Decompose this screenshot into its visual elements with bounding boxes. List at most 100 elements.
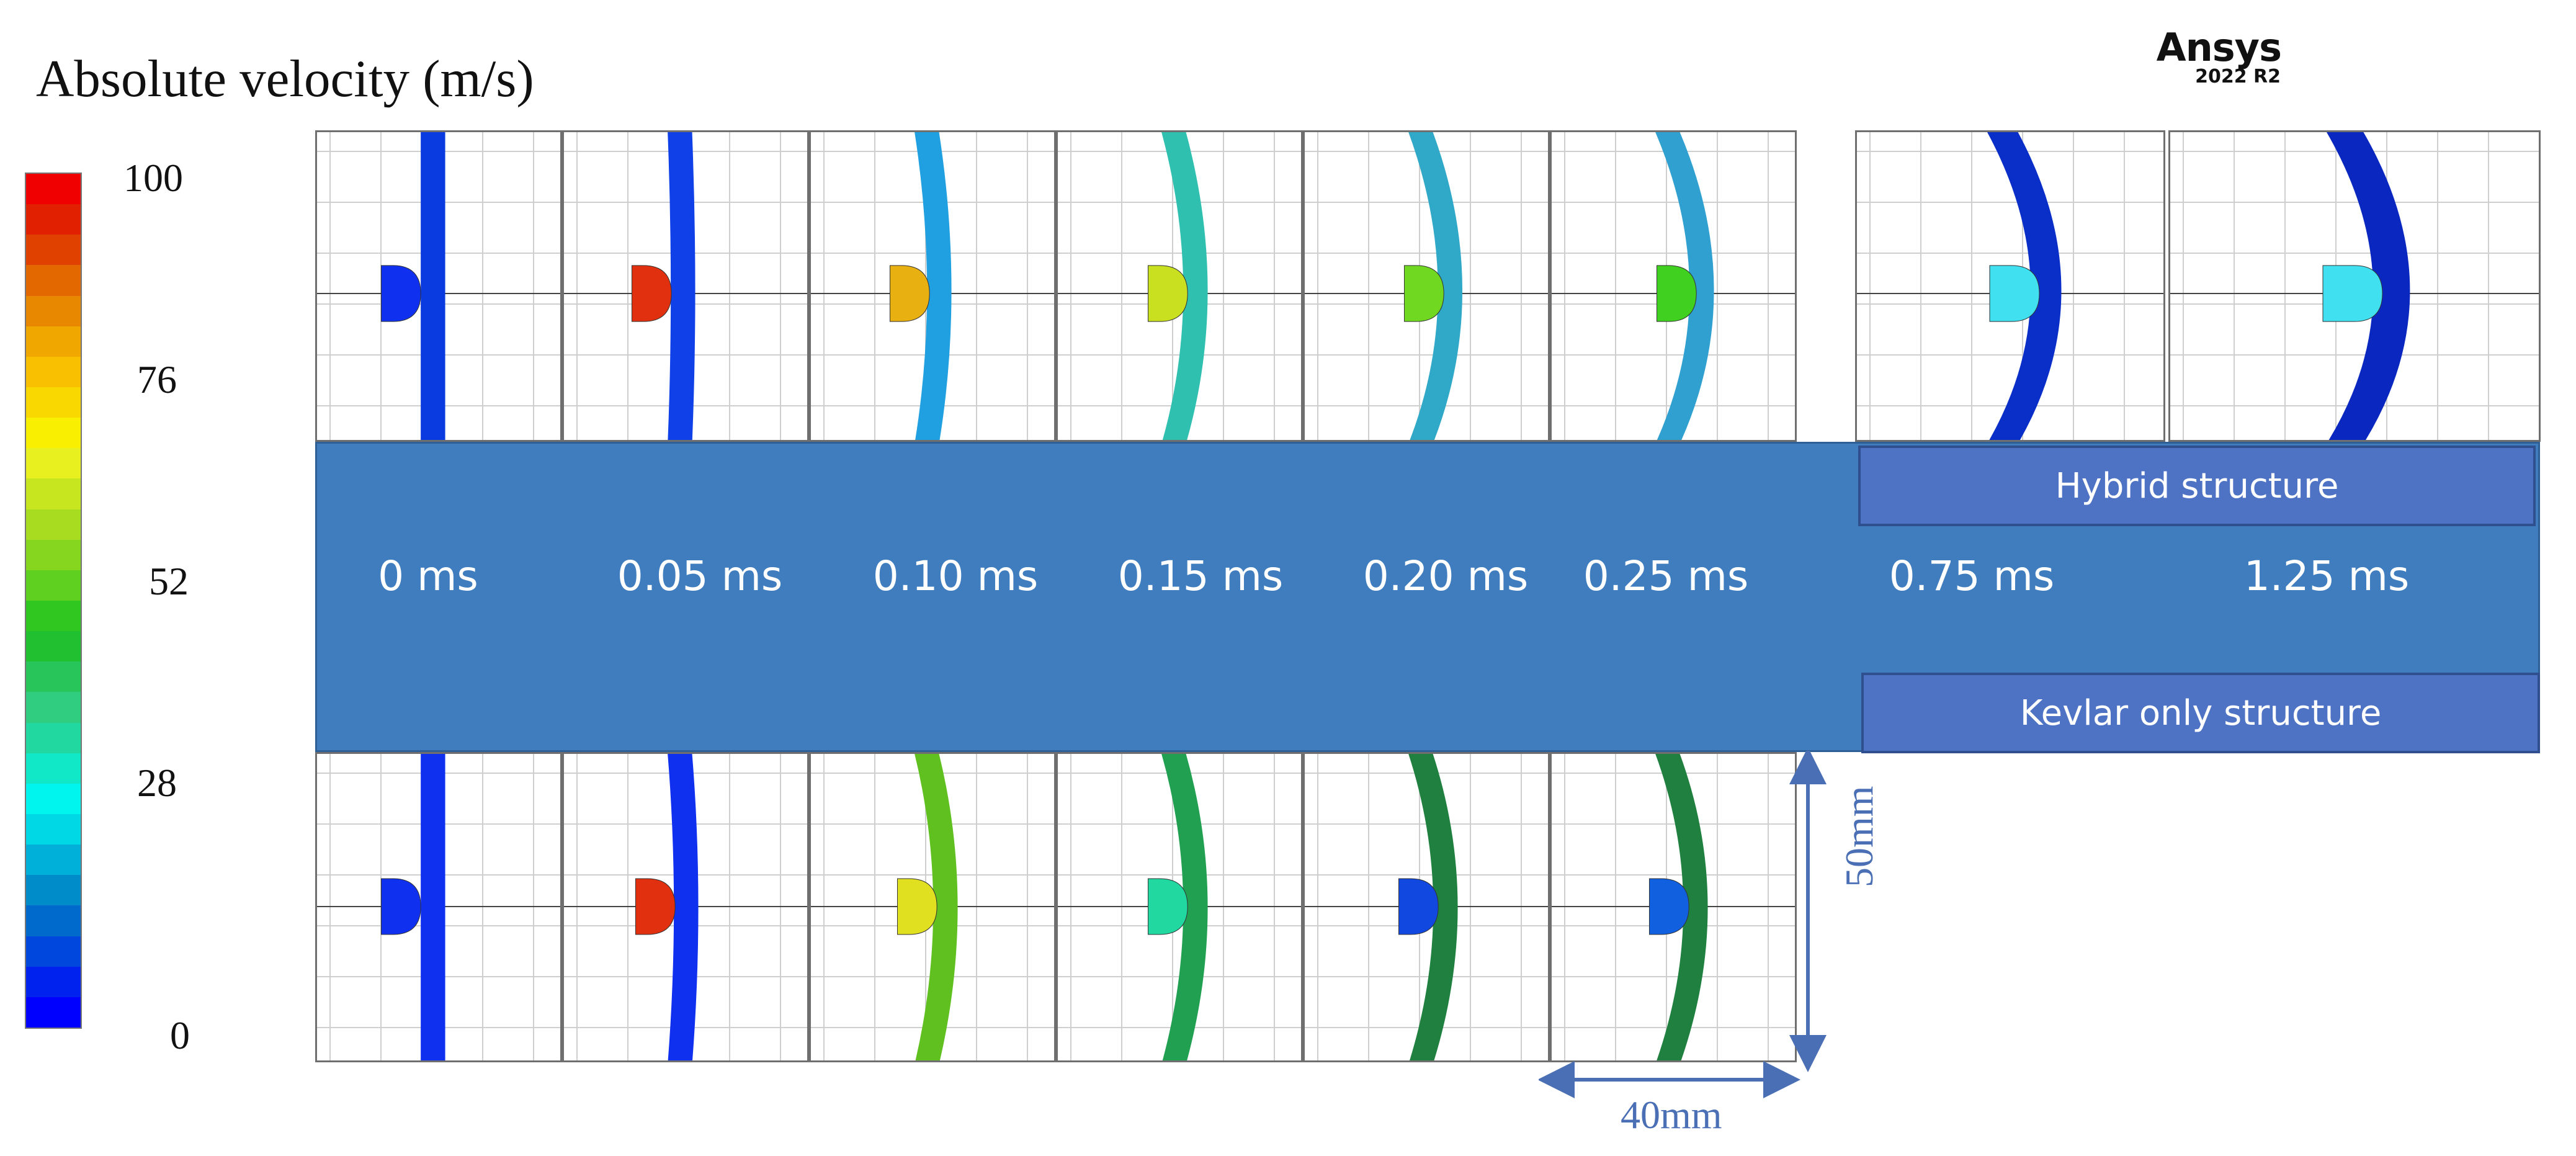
impact-render <box>2170 132 2539 440</box>
colorbar-segment <box>26 356 81 387</box>
time-label: 0.75 ms <box>1889 552 2055 600</box>
colorbar-segment <box>26 845 81 876</box>
projectile <box>380 878 421 935</box>
projectile <box>1656 265 1697 322</box>
colorbar-tick-100: 100 <box>123 156 183 200</box>
projectile <box>1648 878 1689 935</box>
colorbar-segment <box>26 692 81 723</box>
projectile <box>1147 265 1188 322</box>
colorbar-segment <box>26 600 81 632</box>
time-label: 0.25 ms <box>1583 552 1749 600</box>
colorbar-segment <box>26 722 81 753</box>
dimension-arrows <box>1539 751 1827 1098</box>
colorbar-segment <box>26 387 81 418</box>
colorbar-segment <box>26 753 81 784</box>
impact-render <box>564 754 807 1060</box>
simulation-frame <box>809 752 1056 1062</box>
colorbar-segment <box>26 813 81 845</box>
colorbar-segment <box>26 570 81 601</box>
target-plate <box>915 132 952 440</box>
impact-render <box>1305 754 1548 1060</box>
kevlar-structure-label: Kevlar only structure <box>1861 673 2540 753</box>
impact-render <box>317 754 560 1060</box>
simulation-frame <box>1056 752 1303 1062</box>
projectile <box>897 878 937 935</box>
colorbar <box>25 173 82 1029</box>
projectile <box>631 265 672 322</box>
colorbar-segment <box>26 295 81 326</box>
simulation-frame <box>562 752 809 1062</box>
time-label: 0.10 ms <box>872 552 1039 600</box>
impact-render <box>317 132 560 440</box>
impact-render <box>811 132 1054 440</box>
simulation-frame <box>1855 130 2165 442</box>
colorbar-segment <box>26 478 81 509</box>
colorbar-segment <box>26 235 81 266</box>
target-plate <box>1987 132 2062 440</box>
time-label: 0 ms <box>378 552 478 600</box>
target-plate <box>421 754 445 1060</box>
simulation-frame <box>1550 752 1797 1062</box>
colorbar-segment <box>26 326 81 357</box>
target-plate <box>1408 754 1458 1060</box>
impact-render <box>564 132 807 440</box>
impact-render <box>1058 754 1301 1060</box>
time-label: 0.05 ms <box>617 552 783 600</box>
time-label: 1.25 ms <box>2243 552 2410 600</box>
projectile <box>1989 265 2040 322</box>
simulation-frame <box>562 130 809 442</box>
projectile <box>1403 265 1444 322</box>
simulation-frame <box>1550 130 1797 442</box>
simulation-frame <box>809 130 1056 442</box>
time-label: 0.15 ms <box>1117 552 1284 600</box>
time-label: 0.20 ms <box>1362 552 1529 600</box>
projectile <box>1147 878 1188 935</box>
projectile <box>635 878 676 935</box>
colorbar-tick-52: 52 <box>149 559 189 603</box>
legend-title: Absolute velocity (m/s) <box>36 50 534 108</box>
colorbar-segment <box>26 539 81 570</box>
colorbar-segment <box>26 631 81 662</box>
target-plate <box>1655 132 1714 440</box>
impact-render <box>811 754 1054 1060</box>
colorbar-segment <box>26 509 81 540</box>
target-plate <box>1655 754 1708 1060</box>
impact-render <box>1058 132 1301 440</box>
colorbar-tick-76: 76 <box>137 357 177 401</box>
simulation-frame <box>2168 130 2541 442</box>
simulation-frame <box>1056 130 1303 442</box>
target-plate <box>668 754 699 1060</box>
projectile <box>889 265 930 322</box>
simulation-frame <box>1303 130 1550 442</box>
colorbar-tick-28: 28 <box>137 761 177 805</box>
impact-render <box>1857 132 2163 440</box>
colorbar-segment <box>26 661 81 692</box>
colorbar-segment <box>26 905 81 936</box>
impact-render <box>1552 132 1795 440</box>
width-dimension-label: 40mm <box>1621 1093 1722 1137</box>
projectile <box>380 265 421 322</box>
colorbar-segment <box>26 875 81 906</box>
simulation-frame <box>1303 752 1550 1062</box>
colorbar-segment <box>26 174 81 205</box>
target-plate <box>421 132 445 440</box>
colorbar-tick-0: 0 <box>170 1013 190 1057</box>
simulation-frame <box>315 130 562 442</box>
impact-render <box>1305 132 1548 440</box>
colorbar-segment <box>26 265 81 296</box>
impact-render <box>1552 754 1795 1060</box>
colorbar-segment <box>26 448 81 479</box>
projectile <box>1398 878 1439 935</box>
colorbar-segment <box>26 204 81 235</box>
hybrid-structure-label: Hybrid structure <box>1858 446 2536 526</box>
colorbar-segment <box>26 418 81 449</box>
colorbar-segment <box>26 783 81 814</box>
target-plate <box>1408 132 1462 440</box>
ansys-version: 2022 R2 <box>2195 66 2281 87</box>
colorbar-segment <box>26 966 81 997</box>
target-plate <box>2327 132 2410 440</box>
ansys-logo: Ansys <box>2156 25 2282 70</box>
height-dimension-label: 50mm <box>1837 786 1881 887</box>
colorbar-segment <box>26 936 81 967</box>
projectile <box>2322 265 2383 322</box>
